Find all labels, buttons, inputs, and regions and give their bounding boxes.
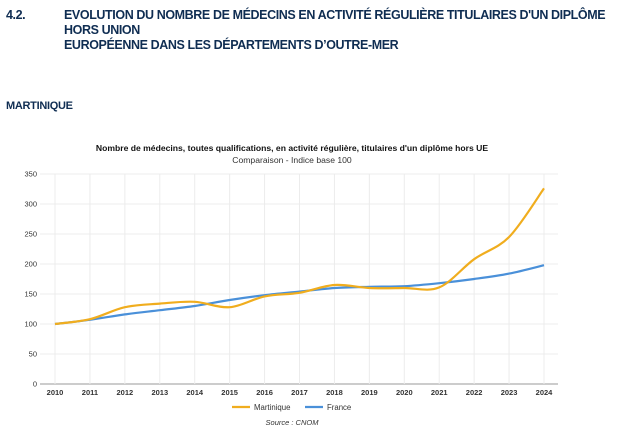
- chart-source: Source : CNOM: [266, 418, 320, 427]
- section-title: EVOLUTION DU NOMBRE DE MÉDECINS EN ACTIV…: [64, 8, 612, 53]
- x-tick-label: 2013: [151, 388, 168, 397]
- x-tick-label: 2012: [117, 388, 134, 397]
- legend-label-martinique: Martinique: [254, 403, 290, 412]
- section-title-line-2: EUROPÉENNE DANS LES DÉPARTEMENTS D’OUTRE…: [64, 38, 399, 52]
- section-title-line-1: EVOLUTION DU NOMBRE DE MÉDECINS EN ACTIV…: [64, 8, 606, 37]
- x-tick-label: 2024: [536, 388, 554, 397]
- y-tick-label: 100: [24, 320, 37, 329]
- x-tick-label: 2015: [221, 388, 238, 397]
- y-tick-label: 350: [24, 170, 37, 179]
- x-tick-label: 2010: [47, 388, 64, 397]
- y-tick-label: 0: [33, 380, 37, 389]
- region-heading: MARTINIQUE: [6, 100, 73, 112]
- x-tick-label: 2019: [361, 388, 378, 397]
- x-tick-label: 2022: [466, 388, 483, 397]
- chart-title: Nombre de médecins, toutes qualification…: [96, 143, 488, 153]
- x-tick-label: 2017: [291, 388, 308, 397]
- chart-subtitle: Comparaison - Indice base 100: [232, 155, 352, 165]
- x-tick-label: 2021: [431, 388, 448, 397]
- x-tick-label: 2016: [256, 388, 273, 397]
- grid: [40, 173, 558, 385]
- x-tick-label: 2014: [186, 388, 204, 397]
- y-tick-label: 300: [24, 200, 37, 209]
- section-number: 4.2.: [6, 8, 26, 22]
- y-tick-label: 150: [24, 290, 37, 299]
- y-tick-label: 250: [24, 230, 37, 239]
- x-axis: 2010 2011 2012 2013 2014 2015 2016 2017 2018 2019…: [47, 388, 554, 397]
- series-lines: [54, 187, 545, 326]
- x-tick-label: 2011: [82, 388, 98, 397]
- x-tick-label: 2018: [326, 388, 343, 397]
- section-heading: 4.2. EVOLUTION DU NOMBRE DE MÉDECINS EN …: [6, 8, 616, 53]
- legend-label-france: France: [327, 403, 351, 412]
- y-axis: 0 50 100 150 200 250 300 350: [24, 170, 37, 389]
- y-tick-label: 50: [29, 350, 37, 359]
- x-tick-label: 2023: [501, 388, 518, 397]
- y-tick-label: 200: [24, 260, 37, 269]
- legend: Martinique France: [232, 403, 351, 412]
- x-tick-label: 2020: [396, 388, 413, 397]
